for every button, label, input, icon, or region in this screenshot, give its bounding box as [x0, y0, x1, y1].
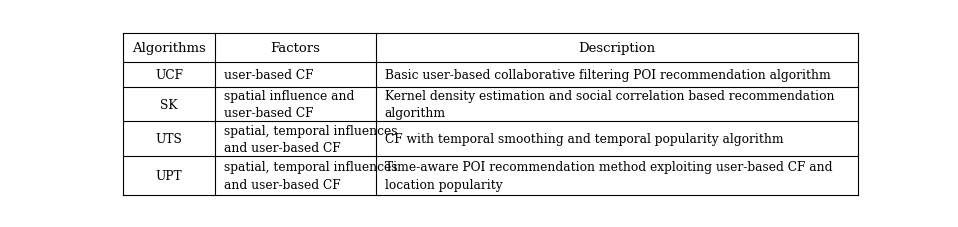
Text: user-based CF: user-based CF [223, 68, 313, 81]
Text: Time-aware POI recommendation method exploiting user-based CF and
location popul: Time-aware POI recommendation method exp… [385, 160, 833, 191]
Text: UTS: UTS [156, 133, 183, 146]
Text: Factors: Factors [270, 42, 320, 55]
Text: Description: Description [579, 42, 656, 55]
Text: UCF: UCF [155, 68, 183, 81]
Text: spatial, temporal influences
and user-based CF: spatial, temporal influences and user-ba… [223, 124, 398, 154]
Text: SK: SK [160, 98, 178, 111]
Text: CF with temporal smoothing and temporal popularity algorithm: CF with temporal smoothing and temporal … [385, 133, 784, 146]
Text: spatial, temporal influences
and user-based CF: spatial, temporal influences and user-ba… [223, 160, 398, 191]
Text: Basic user-based collaborative filtering POI recommendation algorithm: Basic user-based collaborative filtering… [385, 68, 831, 81]
Text: Algorithms: Algorithms [132, 42, 206, 55]
Text: UPT: UPT [156, 169, 182, 182]
Text: spatial influence and
user-based CF: spatial influence and user-based CF [223, 89, 354, 120]
Text: Kernel density estimation and social correlation based recommendation
algorithm: Kernel density estimation and social cor… [385, 89, 834, 120]
